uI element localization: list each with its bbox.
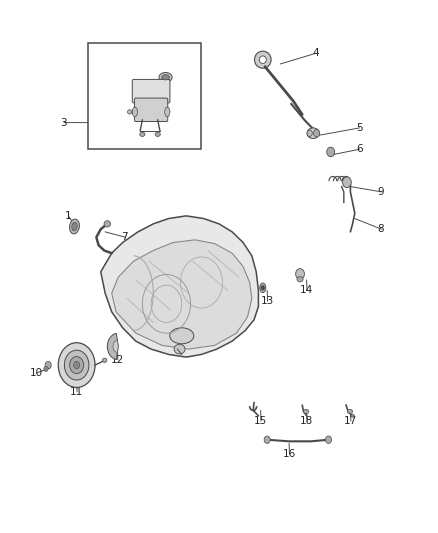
Ellipse shape xyxy=(155,132,160,136)
Ellipse shape xyxy=(140,132,145,136)
Circle shape xyxy=(261,285,265,290)
Polygon shape xyxy=(101,216,258,357)
Wedge shape xyxy=(113,340,118,353)
Ellipse shape xyxy=(307,130,312,136)
Ellipse shape xyxy=(314,130,320,137)
Ellipse shape xyxy=(259,56,266,63)
Bar xyxy=(88,43,201,149)
Ellipse shape xyxy=(297,277,303,282)
Circle shape xyxy=(44,366,48,372)
Ellipse shape xyxy=(174,344,185,354)
Text: 8: 8 xyxy=(378,224,385,234)
Ellipse shape xyxy=(347,409,353,414)
Ellipse shape xyxy=(304,409,309,414)
Ellipse shape xyxy=(165,107,170,117)
Ellipse shape xyxy=(127,110,132,114)
Wedge shape xyxy=(107,333,118,360)
Text: 11: 11 xyxy=(70,387,83,397)
Text: 5: 5 xyxy=(356,123,363,133)
Text: 2: 2 xyxy=(143,80,150,90)
Text: 7: 7 xyxy=(121,232,128,242)
Circle shape xyxy=(327,147,335,157)
Circle shape xyxy=(45,361,51,369)
Text: 6: 6 xyxy=(356,144,363,154)
Circle shape xyxy=(58,343,95,387)
FancyBboxPatch shape xyxy=(134,98,168,122)
Ellipse shape xyxy=(170,328,194,344)
Text: 18: 18 xyxy=(300,416,313,426)
Text: 4: 4 xyxy=(312,49,319,58)
Text: 13: 13 xyxy=(261,296,274,306)
Circle shape xyxy=(343,177,351,188)
Polygon shape xyxy=(112,240,252,349)
Text: 17: 17 xyxy=(344,416,357,426)
Text: 9: 9 xyxy=(378,187,385,197)
Ellipse shape xyxy=(307,128,319,139)
Ellipse shape xyxy=(72,222,77,231)
Ellipse shape xyxy=(254,51,271,68)
Text: 1: 1 xyxy=(64,211,71,221)
Ellipse shape xyxy=(104,221,110,227)
Text: 10: 10 xyxy=(29,368,42,378)
Text: 16: 16 xyxy=(283,449,296,459)
Ellipse shape xyxy=(162,75,170,80)
FancyBboxPatch shape xyxy=(132,79,170,103)
Circle shape xyxy=(264,436,270,443)
Circle shape xyxy=(74,361,80,369)
Ellipse shape xyxy=(159,72,172,82)
Ellipse shape xyxy=(132,107,138,117)
Text: 3: 3 xyxy=(60,118,67,127)
Ellipse shape xyxy=(351,414,354,417)
Text: 15: 15 xyxy=(254,416,267,426)
Circle shape xyxy=(64,350,89,380)
Circle shape xyxy=(296,269,304,279)
Ellipse shape xyxy=(260,283,266,293)
Ellipse shape xyxy=(70,219,79,234)
Circle shape xyxy=(325,436,332,443)
Circle shape xyxy=(70,357,84,374)
Ellipse shape xyxy=(102,358,107,362)
Text: 14: 14 xyxy=(300,286,313,295)
Text: 12: 12 xyxy=(111,355,124,365)
